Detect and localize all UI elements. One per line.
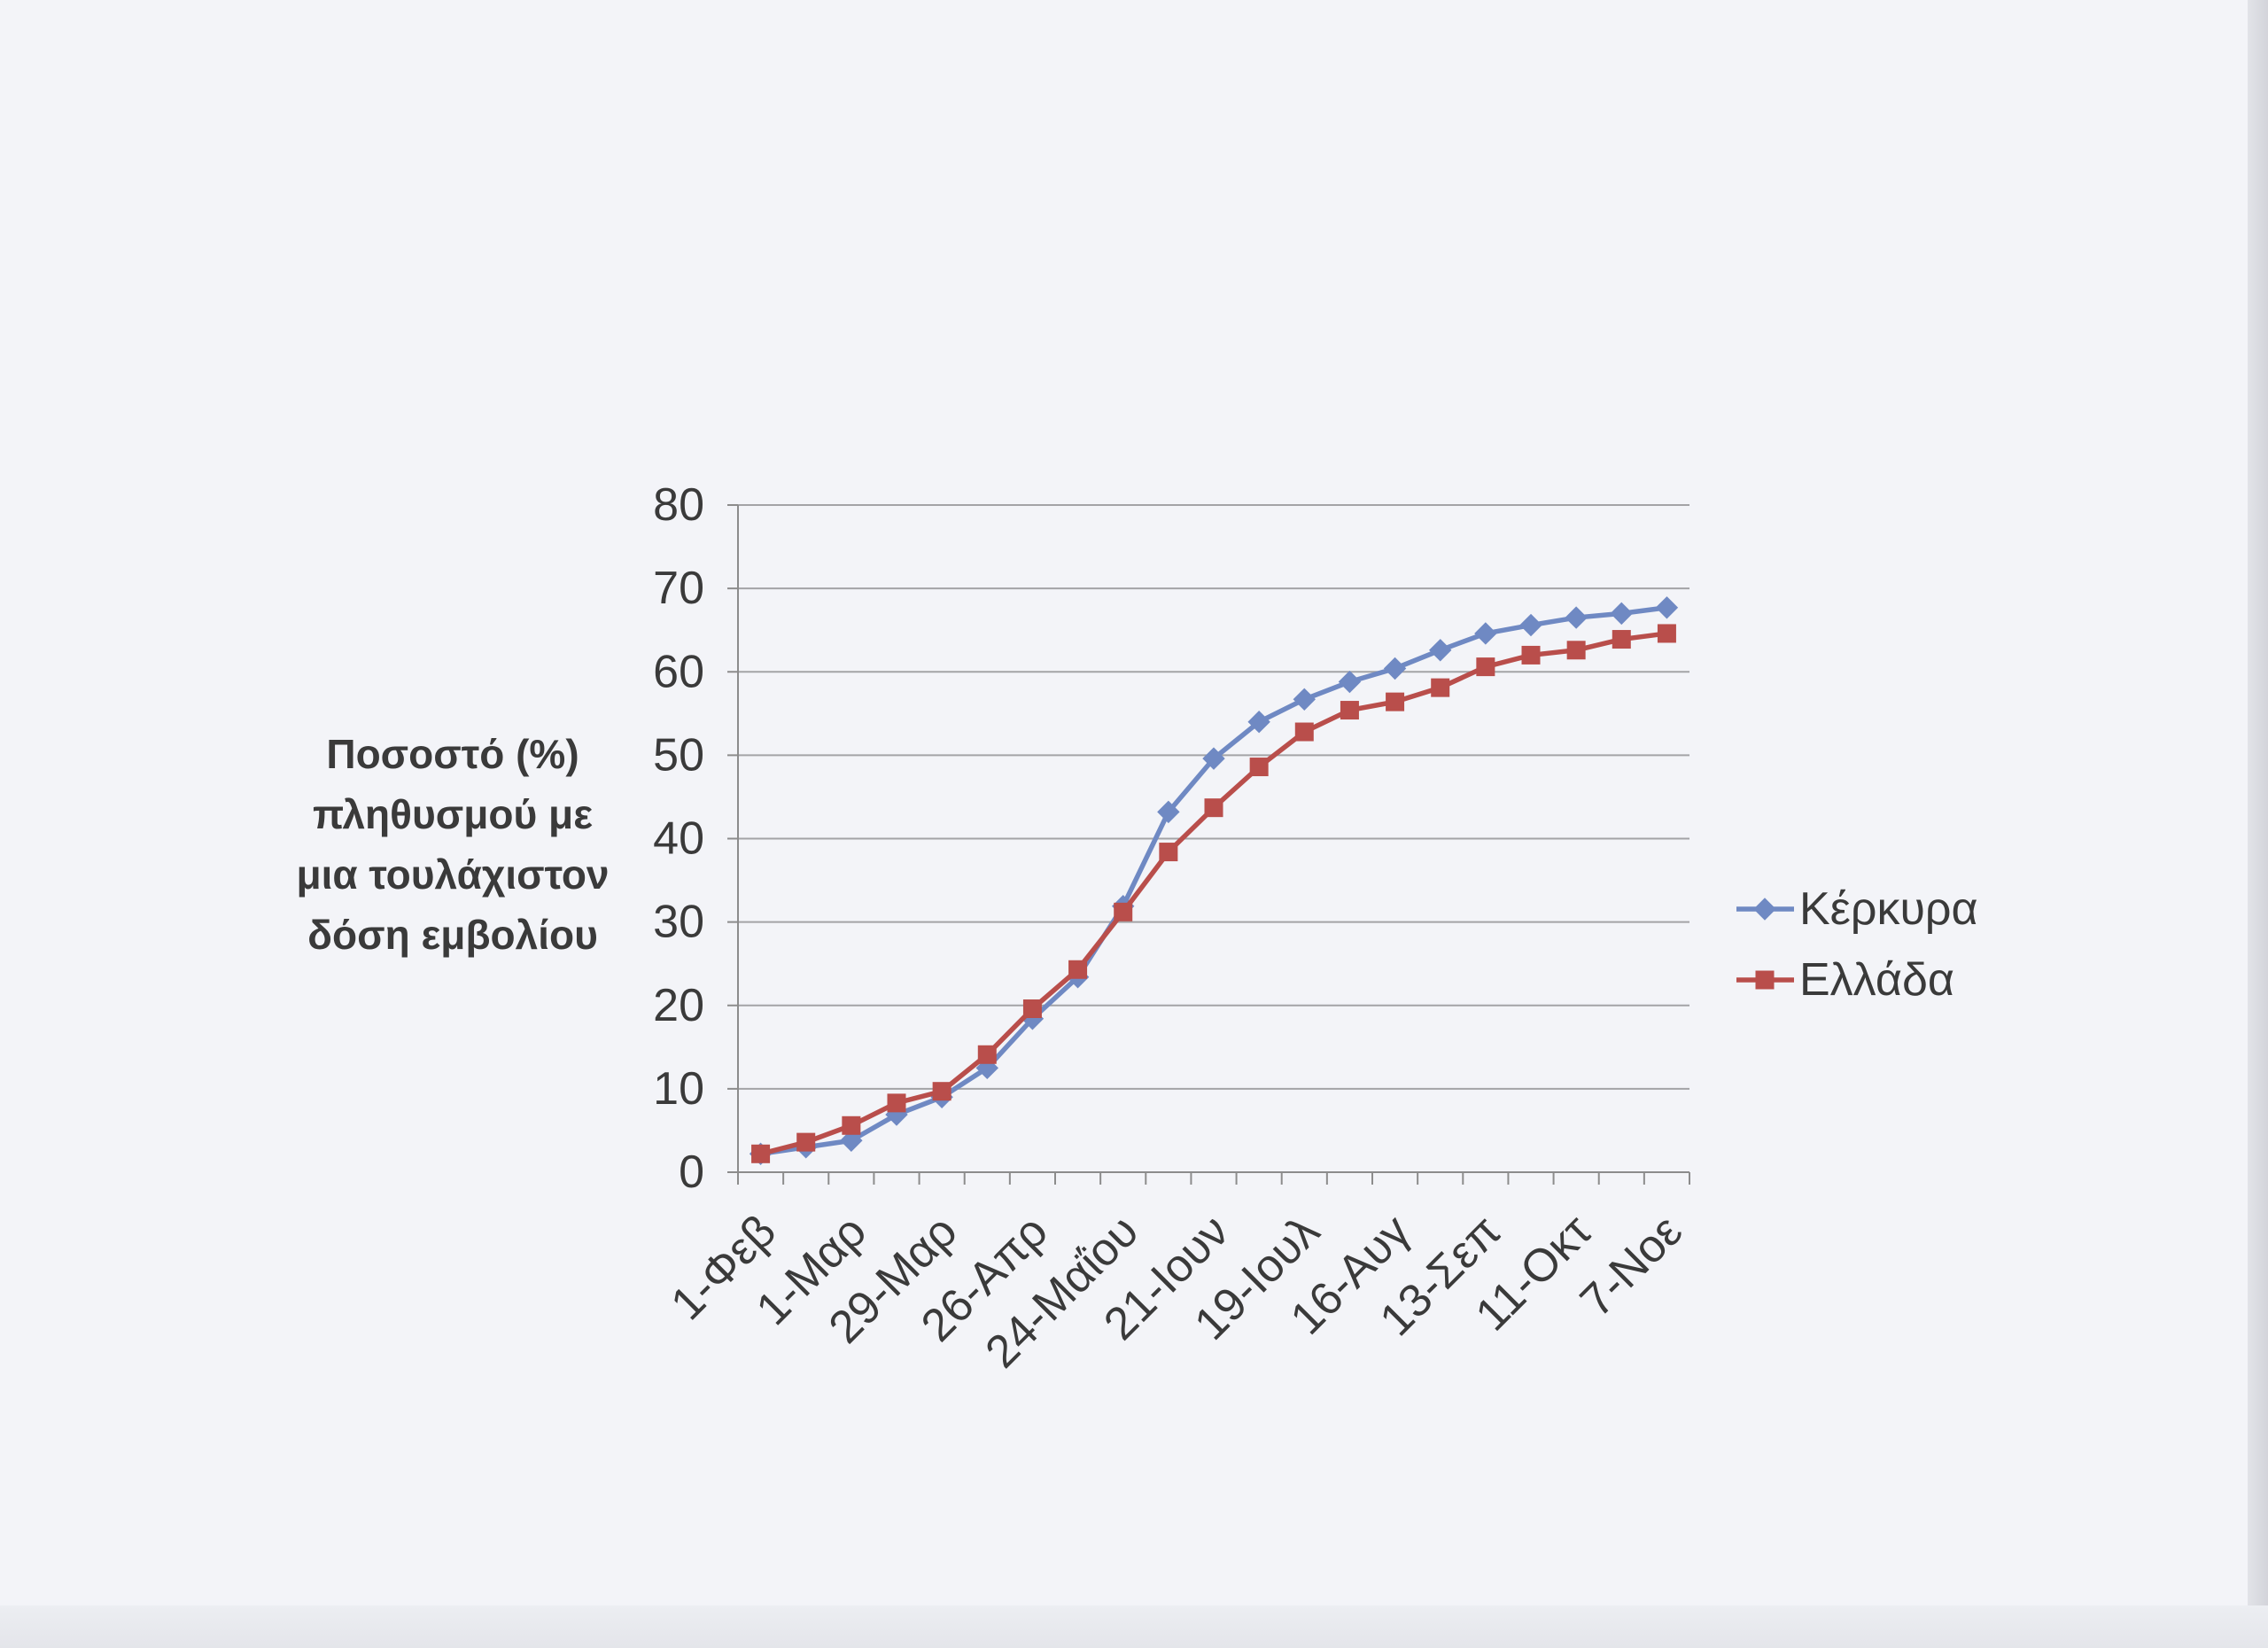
legend-swatch-marker (1753, 898, 1776, 921)
series-1-point (1293, 688, 1316, 711)
series-1-point (1565, 606, 1588, 629)
series-1-point (1474, 622, 1497, 645)
legend-label: Ελλάδα (1799, 954, 1954, 1006)
y-tick-label: 80 (653, 479, 704, 531)
series-2-point (977, 1045, 997, 1064)
series-2-point (1022, 999, 1042, 1019)
series-2-point (842, 1116, 861, 1135)
series-1-point (840, 1129, 863, 1152)
y-tick-label: 60 (653, 646, 704, 697)
y-tick-label: 30 (653, 897, 704, 948)
y-axis: 0 10 20 30 40 50 60 70 80 (653, 479, 739, 1198)
series-2-line (759, 631, 1667, 1156)
series-2-point (1204, 798, 1223, 818)
legend-item: Κέρκυρα (1736, 883, 1978, 935)
series-1-point (1610, 602, 1633, 626)
series-2-point (1612, 630, 1631, 649)
scan-paper-edge-right (2248, 0, 2268, 1648)
y-tick-label: 10 (653, 1063, 704, 1115)
y-tick-label: 50 (653, 729, 704, 781)
series-2-point (932, 1082, 951, 1101)
series-1-point (1247, 711, 1270, 734)
y-tick-label: 70 (653, 563, 704, 614)
legend-item: Ελλάδα (1736, 954, 1954, 1006)
series-1-point (1202, 747, 1225, 770)
series-2-point (1159, 843, 1178, 862)
series-2-point (1294, 722, 1314, 742)
y-tick-label: 0 (679, 1147, 704, 1198)
legend: Κέρκυρα Ελλάδα (1736, 883, 1978, 1006)
series-1-point (1338, 670, 1362, 694)
legend-label: Κέρκυρα (1799, 883, 1978, 935)
series-2-point (1521, 645, 1541, 665)
y-tick-label: 40 (653, 813, 704, 865)
series-2-point (887, 1093, 906, 1113)
series-2-point (1431, 678, 1450, 697)
series-1-point (1157, 800, 1180, 824)
scan-paper-edge-bottom (0, 1605, 2268, 1648)
series-2-point (796, 1132, 816, 1152)
series-2 (751, 624, 1676, 1163)
series-1-point (1429, 639, 1452, 662)
series-1-point (1519, 613, 1542, 637)
series-2-point (1657, 624, 1676, 643)
x-tick-label: 7-Νοε (1571, 1205, 1692, 1326)
x-axis: 1-Φεβ1-Μαρ29-Μαρ26-Απρ24-Μαΐου21-Ιουν19-… (661, 1171, 1692, 1378)
series-2-point (751, 1144, 771, 1163)
legend-swatch-marker (1755, 970, 1775, 990)
series-1 (749, 596, 1679, 1165)
series-1-point (1383, 657, 1407, 680)
series-2-point (1249, 758, 1269, 777)
series-1-point (1655, 596, 1679, 619)
series-2-point (1476, 657, 1495, 677)
series-2-point (1114, 902, 1133, 921)
series-1-line (760, 605, 1667, 1157)
series-2-point (1566, 641, 1586, 660)
series-2-point (1340, 701, 1359, 720)
gridlines (738, 504, 1689, 1090)
series-2-point (1068, 960, 1088, 979)
y-axis-title: Ποσοστό (%) πληθυσμού με μια τουλάχιστον… (296, 731, 610, 958)
series-2-point (1386, 692, 1405, 711)
y-tick-label: 20 (653, 980, 704, 1031)
